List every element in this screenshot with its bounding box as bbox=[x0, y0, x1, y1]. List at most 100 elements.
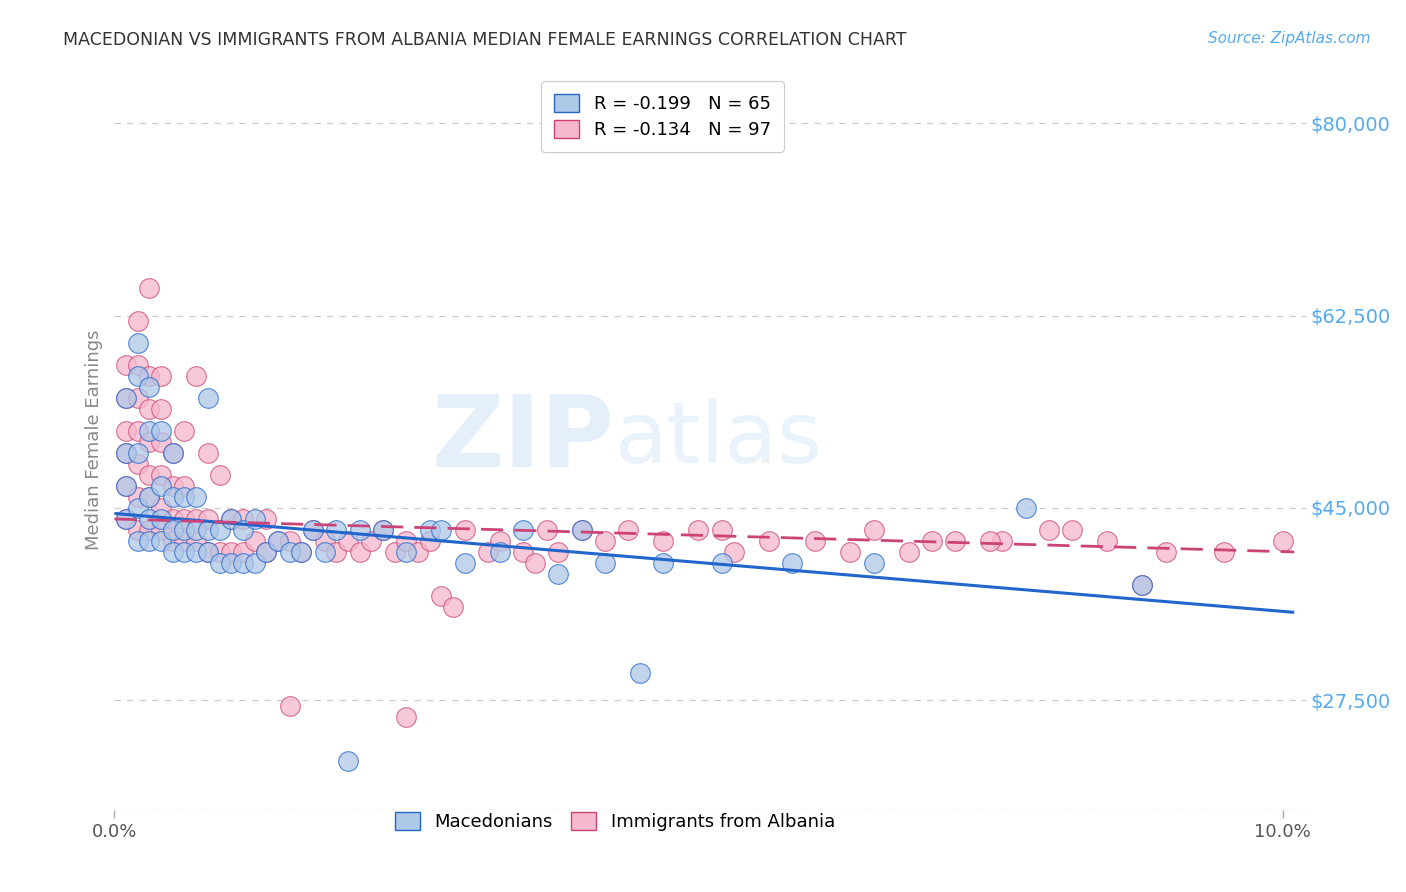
Point bbox=[337, 754, 360, 768]
Point bbox=[197, 391, 219, 405]
Point bbox=[138, 512, 160, 526]
Point bbox=[115, 479, 138, 493]
Point bbox=[162, 545, 184, 559]
Point bbox=[430, 523, 453, 537]
Point bbox=[173, 533, 195, 548]
Point bbox=[186, 490, 208, 504]
Point bbox=[243, 533, 266, 548]
Point bbox=[547, 545, 569, 559]
Point bbox=[186, 533, 208, 548]
Point bbox=[243, 512, 266, 526]
Point bbox=[652, 533, 675, 548]
Point bbox=[314, 545, 336, 559]
Point bbox=[371, 523, 394, 537]
Point bbox=[150, 435, 173, 450]
Point bbox=[208, 523, 231, 537]
Point bbox=[219, 512, 242, 526]
Point bbox=[150, 479, 173, 493]
Point bbox=[197, 523, 219, 537]
Point bbox=[208, 468, 231, 483]
Point bbox=[138, 281, 160, 295]
Point bbox=[219, 545, 242, 559]
Point bbox=[617, 523, 640, 537]
Point bbox=[360, 533, 382, 548]
Point bbox=[138, 402, 160, 417]
Point bbox=[127, 500, 149, 515]
Point bbox=[862, 523, 884, 537]
Point bbox=[652, 556, 675, 570]
Y-axis label: Median Female Earnings: Median Female Earnings bbox=[86, 329, 103, 549]
Point bbox=[302, 523, 325, 537]
Point bbox=[395, 710, 418, 724]
Point bbox=[138, 424, 160, 438]
Point bbox=[138, 380, 160, 394]
Point bbox=[278, 533, 301, 548]
Point bbox=[186, 523, 208, 537]
Point bbox=[1154, 545, 1177, 559]
Point bbox=[208, 556, 231, 570]
Point bbox=[628, 665, 651, 680]
Point bbox=[897, 545, 920, 559]
Point bbox=[489, 533, 512, 548]
Point bbox=[723, 545, 745, 559]
Legend: Macedonians, Immigrants from Albania: Macedonians, Immigrants from Albania bbox=[384, 801, 846, 842]
Point bbox=[278, 545, 301, 559]
Point bbox=[150, 402, 173, 417]
Point bbox=[254, 545, 277, 559]
Point bbox=[278, 698, 301, 713]
Point bbox=[127, 523, 149, 537]
Point bbox=[173, 523, 195, 537]
Point bbox=[921, 533, 943, 548]
Point bbox=[441, 599, 464, 614]
Text: Source: ZipAtlas.com: Source: ZipAtlas.com bbox=[1208, 31, 1371, 46]
Point bbox=[162, 446, 184, 460]
Point bbox=[197, 512, 219, 526]
Text: MACEDONIAN VS IMMIGRANTS FROM ALBANIA MEDIAN FEMALE EARNINGS CORRELATION CHART: MACEDONIAN VS IMMIGRANTS FROM ALBANIA ME… bbox=[63, 31, 907, 49]
Point bbox=[371, 523, 394, 537]
Point bbox=[419, 533, 441, 548]
Point bbox=[395, 545, 418, 559]
Point bbox=[115, 391, 138, 405]
Point bbox=[162, 512, 184, 526]
Point bbox=[991, 533, 1014, 548]
Point bbox=[232, 512, 254, 526]
Point bbox=[138, 523, 160, 537]
Point bbox=[523, 556, 546, 570]
Point bbox=[232, 545, 254, 559]
Point bbox=[1130, 578, 1153, 592]
Point bbox=[150, 523, 173, 537]
Point bbox=[115, 446, 138, 460]
Point bbox=[186, 369, 208, 384]
Point bbox=[395, 533, 418, 548]
Point bbox=[162, 446, 184, 460]
Point bbox=[150, 468, 173, 483]
Point bbox=[710, 556, 733, 570]
Point bbox=[406, 545, 429, 559]
Point bbox=[593, 533, 616, 548]
Point bbox=[290, 545, 312, 559]
Point bbox=[232, 523, 254, 537]
Point bbox=[197, 446, 219, 460]
Point bbox=[162, 490, 184, 504]
Point bbox=[197, 545, 219, 559]
Point bbox=[127, 336, 149, 351]
Point bbox=[243, 556, 266, 570]
Point bbox=[150, 424, 173, 438]
Point bbox=[208, 545, 231, 559]
Point bbox=[839, 545, 862, 559]
Point bbox=[115, 479, 138, 493]
Point bbox=[162, 533, 184, 548]
Point bbox=[173, 490, 195, 504]
Point bbox=[138, 369, 160, 384]
Point bbox=[115, 446, 138, 460]
Point bbox=[780, 556, 803, 570]
Point bbox=[115, 512, 138, 526]
Point bbox=[138, 533, 160, 548]
Point bbox=[115, 512, 138, 526]
Point bbox=[547, 566, 569, 581]
Point bbox=[979, 533, 1001, 548]
Point bbox=[127, 533, 149, 548]
Point bbox=[197, 545, 219, 559]
Point bbox=[232, 556, 254, 570]
Point bbox=[150, 369, 173, 384]
